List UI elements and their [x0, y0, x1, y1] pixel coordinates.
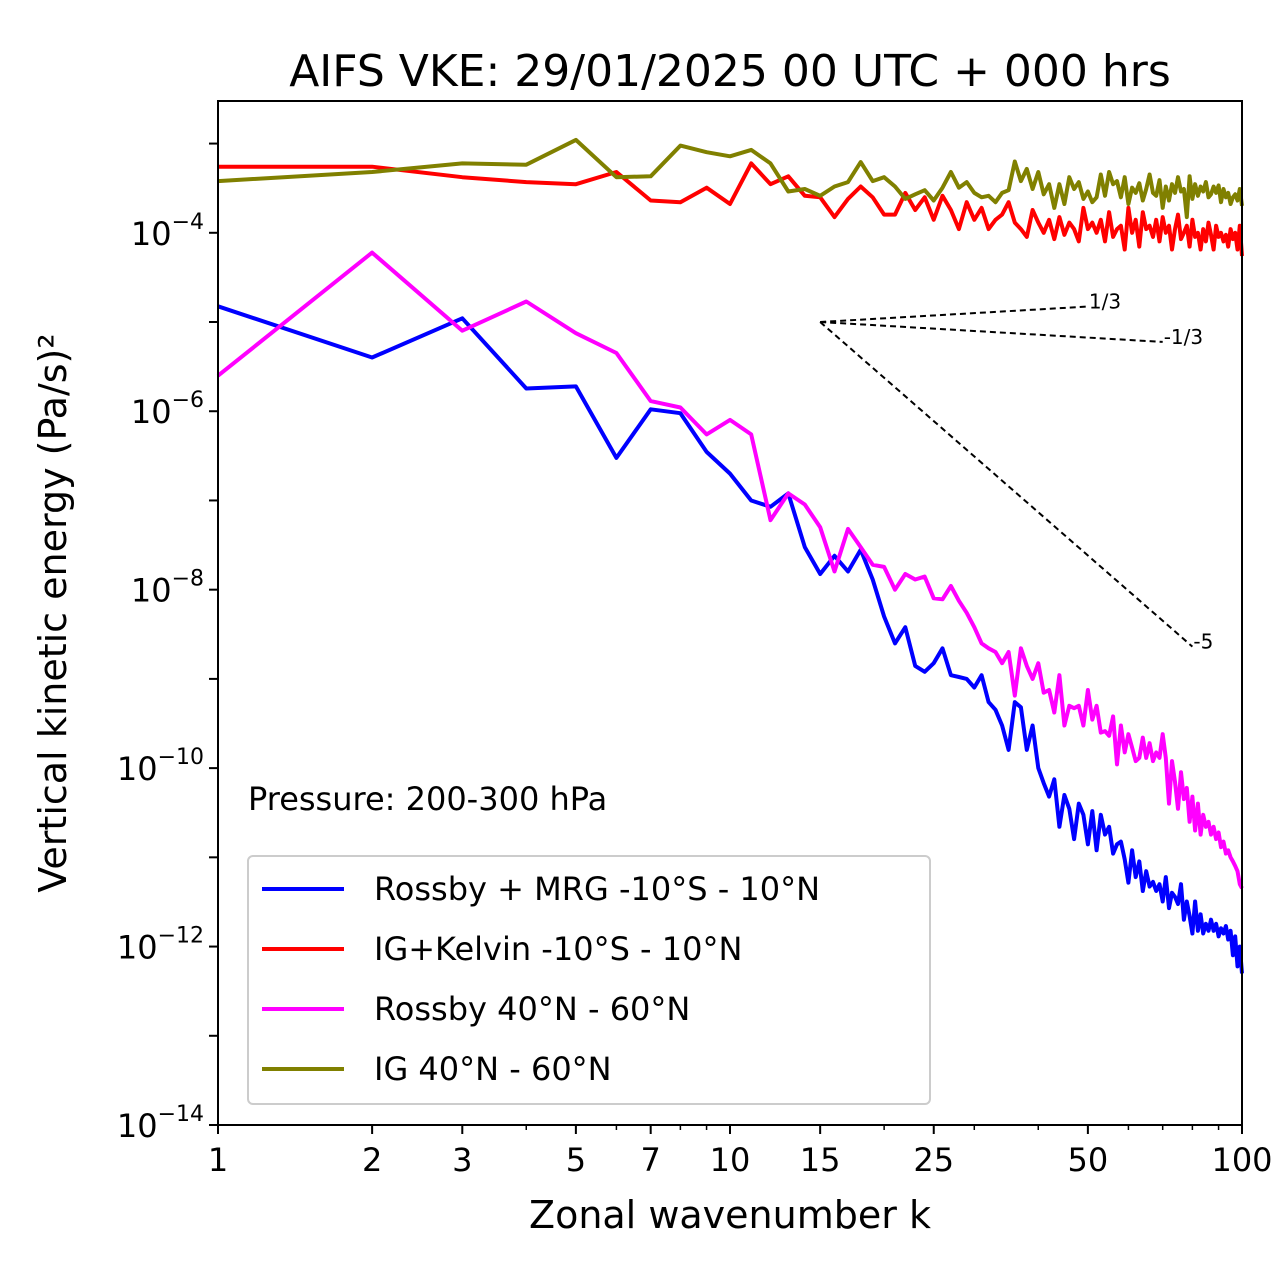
y-axis-label: Vertical kinetic energy (Pa/s)²	[31, 333, 75, 892]
x-axis-label: Zonal wavenumber k	[529, 1193, 931, 1237]
reference-slope-label-3: -5	[1193, 630, 1213, 654]
reference-slope-label-1: 1/3	[1089, 290, 1121, 314]
legend-label-4: IG 40°N - 60°N	[374, 1050, 612, 1088]
y-tick-label: 10−8	[131, 567, 204, 610]
y-tick-label: 10−10	[117, 745, 204, 788]
legend-items: Rossby + MRG -10°S - 10°N IG+Kelvin -10°S…	[262, 870, 820, 1088]
series-layer	[216, 137, 1244, 974]
x-tick-label: 100	[1211, 1141, 1272, 1179]
x-tick-label: 15	[800, 1141, 841, 1179]
series-line-4	[217, 137, 1244, 220]
y-tick-label: 10−4	[131, 210, 204, 253]
y-tick-label: 10−6	[131, 388, 204, 431]
reference-slope-line-3	[819, 321, 1194, 648]
x-tick-label: 3	[452, 1141, 472, 1179]
reference-slope-label-2: -1/3	[1164, 325, 1203, 349]
series-line-1	[217, 304, 1244, 974]
x-tick-label: 5	[566, 1141, 586, 1179]
x-tick-label: 1	[208, 1141, 228, 1179]
series-line-3	[216, 250, 1244, 890]
x-tick-label: 2	[362, 1141, 382, 1179]
reference-slope-line-2	[820, 321, 1163, 343]
pressure-annotation: Pressure: 200-300 hPa	[248, 780, 607, 818]
reference-slope-layer: 1/3 -1/3 -5	[819, 290, 1213, 654]
x-tick-label: 10	[710, 1141, 751, 1179]
chart-title: AIFS VKE: 29/01/2025 00 UTC + 000 hrs	[289, 46, 1171, 97]
legend-label-2: IG+Kelvin -10°S - 10°N	[374, 930, 742, 968]
y-axis: 10−14 10−12 10−10 10−8 10−6 10−4	[117, 142, 218, 1145]
x-tick-label: 25	[913, 1141, 954, 1179]
series-line-2	[218, 161, 1244, 257]
legend-label-1: Rossby + MRG -10°S - 10°N	[374, 870, 820, 908]
y-tick-label: 10−12	[117, 924, 204, 967]
reference-slope-line-1	[820, 305, 1088, 324]
x-tick-label: 50	[1068, 1141, 1109, 1179]
legend-label-3: Rossby 40°N - 60°N	[374, 990, 690, 1028]
legend: Rossby + MRG -10°S - 10°N IG+Kelvin -10°S…	[247, 855, 931, 1105]
legend-box	[247, 855, 931, 1105]
x-tick-label: 7	[641, 1141, 661, 1179]
x-axis: 1 2 3 5 7 10 15 25 50 100	[208, 1125, 1273, 1179]
y-tick-label: 10−14	[117, 1102, 204, 1145]
